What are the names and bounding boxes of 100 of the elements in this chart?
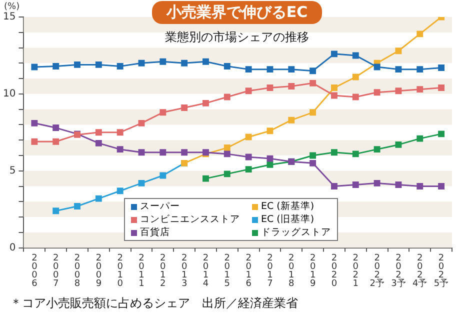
point bbox=[74, 61, 80, 68]
point bbox=[395, 181, 402, 188]
legend-label: ドラッグストア bbox=[261, 226, 331, 239]
point bbox=[138, 180, 145, 186]
point bbox=[74, 203, 80, 210]
point bbox=[31, 138, 38, 145]
point bbox=[310, 68, 316, 74]
point bbox=[245, 134, 252, 140]
point bbox=[352, 150, 359, 158]
point bbox=[160, 149, 166, 156]
point bbox=[352, 94, 359, 100]
point bbox=[352, 181, 359, 188]
point bbox=[438, 183, 445, 190]
point bbox=[310, 152, 316, 159]
point bbox=[116, 63, 124, 70]
point bbox=[438, 84, 445, 92]
x-tick-label: 2015 bbox=[224, 253, 230, 290]
point bbox=[160, 109, 166, 116]
x-tick-label: 2010 bbox=[117, 253, 124, 290]
point bbox=[395, 66, 402, 73]
x-tick-label: 2007 bbox=[52, 253, 59, 290]
legend-label: EC (旧基準) bbox=[261, 213, 314, 226]
x-tick-label: 2024予 bbox=[412, 253, 428, 290]
point bbox=[395, 88, 402, 94]
point bbox=[266, 84, 274, 92]
legend-label: スーパー bbox=[140, 200, 180, 213]
point bbox=[352, 52, 359, 59]
x-tick-label: 2025予 bbox=[434, 253, 449, 290]
point bbox=[266, 161, 274, 168]
point bbox=[310, 80, 316, 86]
point bbox=[95, 129, 102, 136]
point bbox=[416, 86, 424, 93]
point bbox=[52, 208, 60, 214]
legend-label: コンビニエンスストア bbox=[140, 213, 240, 226]
point bbox=[202, 58, 209, 65]
x-tick-label: 2012 bbox=[160, 253, 166, 290]
point bbox=[245, 88, 252, 94]
point bbox=[245, 166, 252, 173]
point bbox=[181, 149, 188, 156]
point bbox=[52, 138, 60, 145]
y-tick-label: 15 bbox=[2, 12, 16, 23]
legend-label: EC (新基準) bbox=[261, 200, 314, 213]
y-tick-label: 5 bbox=[9, 165, 16, 176]
point bbox=[331, 84, 338, 92]
point bbox=[52, 63, 60, 70]
point bbox=[331, 92, 338, 99]
x-tick-label: 2013 bbox=[181, 253, 188, 290]
point bbox=[310, 109, 316, 116]
point bbox=[438, 130, 445, 138]
x-tick-label: 2016 bbox=[246, 253, 252, 290]
point bbox=[31, 64, 38, 70]
x-tick-label: 2017 bbox=[267, 253, 274, 290]
legend-label: 百貨店 bbox=[140, 226, 170, 239]
point bbox=[202, 175, 209, 182]
point bbox=[438, 64, 445, 71]
chart-title: 小売業界で伸びるEC bbox=[152, 1, 322, 24]
point bbox=[95, 195, 102, 202]
point bbox=[331, 149, 338, 156]
point bbox=[202, 100, 209, 106]
x-tick-label: 2011 bbox=[138, 253, 145, 290]
point bbox=[416, 30, 424, 38]
x-tick-label: 2009 bbox=[96, 253, 102, 290]
point bbox=[116, 129, 124, 136]
point bbox=[416, 135, 424, 142]
point bbox=[245, 154, 252, 160]
point bbox=[374, 180, 380, 186]
point bbox=[160, 172, 166, 179]
point bbox=[395, 48, 402, 54]
point bbox=[95, 140, 102, 146]
x-tick-label: 2023予 bbox=[391, 253, 406, 290]
point bbox=[224, 170, 230, 178]
y-axis-title: (%) bbox=[4, 2, 20, 12]
x-tick-label: 2021 bbox=[352, 253, 359, 290]
point bbox=[374, 64, 380, 70]
point bbox=[95, 61, 102, 68]
point bbox=[52, 124, 60, 132]
point bbox=[224, 144, 230, 152]
point bbox=[288, 66, 295, 73]
point bbox=[310, 160, 316, 166]
point bbox=[395, 141, 402, 148]
x-tick-label: 2019 bbox=[310, 253, 316, 290]
y-tick-label: 10 bbox=[2, 88, 16, 100]
point bbox=[374, 89, 380, 96]
point bbox=[416, 183, 424, 190]
point bbox=[288, 116, 295, 124]
point bbox=[160, 58, 166, 65]
point bbox=[245, 66, 252, 73]
text: 業態別の市場シェアの推移 bbox=[164, 29, 310, 46]
y-tick-label: 0 bbox=[9, 242, 16, 254]
point bbox=[331, 50, 338, 58]
point bbox=[138, 60, 145, 66]
point bbox=[116, 188, 124, 194]
point bbox=[352, 74, 359, 80]
point bbox=[224, 94, 230, 100]
point bbox=[416, 66, 424, 73]
point bbox=[116, 146, 124, 153]
point bbox=[224, 63, 230, 70]
point bbox=[181, 104, 188, 112]
point bbox=[331, 183, 338, 190]
point bbox=[138, 120, 145, 126]
